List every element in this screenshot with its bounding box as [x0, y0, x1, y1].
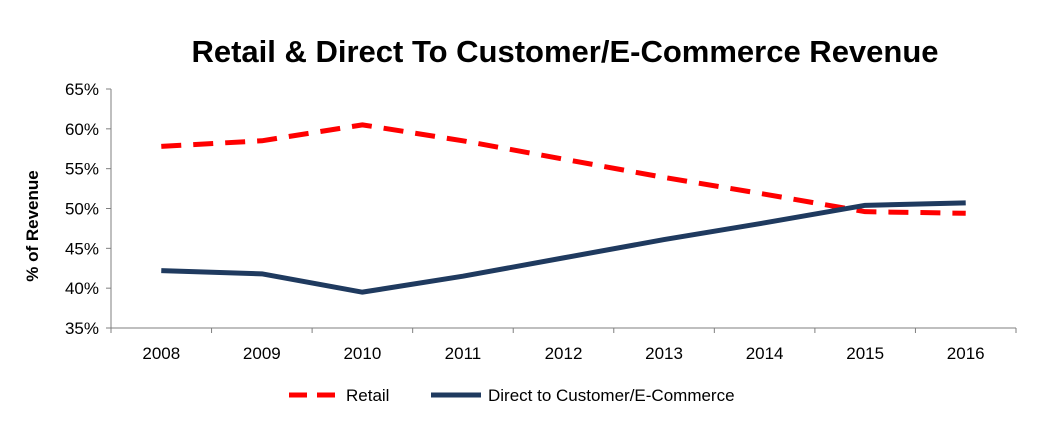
- chart-title: Retail & Direct To Customer/E-Commerce R…: [191, 34, 939, 69]
- y-tick-label: 55%: [65, 160, 99, 179]
- x-tick-label: 2012: [545, 344, 583, 363]
- x-tick-label: 2011: [445, 344, 482, 363]
- y-tick-label: 60%: [65, 120, 99, 139]
- y-tick-label: 40%: [65, 279, 99, 298]
- x-tick-label: 2013: [645, 344, 683, 363]
- y-tick-label: 50%: [65, 200, 99, 219]
- x-tick-label: 2016: [947, 344, 985, 363]
- x-tick-label: 2015: [846, 344, 884, 363]
- legend-label: Retail: [346, 386, 389, 405]
- series-line-direct-to-customer: [161, 200, 966, 295]
- y-tick-label: 65%: [65, 80, 99, 99]
- series-group: [161, 122, 966, 295]
- x-tick-label: 2009: [243, 344, 281, 363]
- y-axis-ticks: 35% 40% 45% 50% 55% 60% 65%: [65, 80, 111, 338]
- x-axis-ticks: 2008 2009 2010 2011 2012 2013 2014 2015 2016: [110, 328, 1017, 363]
- y-axis-title: % of Revenue: [23, 170, 42, 281]
- x-tick-label: 2010: [343, 344, 381, 363]
- y-tick-label: 45%: [65, 239, 99, 258]
- series-line-retail: [161, 122, 966, 216]
- legend: Retail Direct to Customer/E-Commerce: [289, 386, 735, 405]
- x-tick-label: 2008: [142, 344, 180, 363]
- legend-label: Direct to Customer/E-Commerce: [488, 386, 735, 405]
- x-tick-label: 2014: [746, 344, 784, 363]
- y-tick-label: 35%: [65, 319, 99, 338]
